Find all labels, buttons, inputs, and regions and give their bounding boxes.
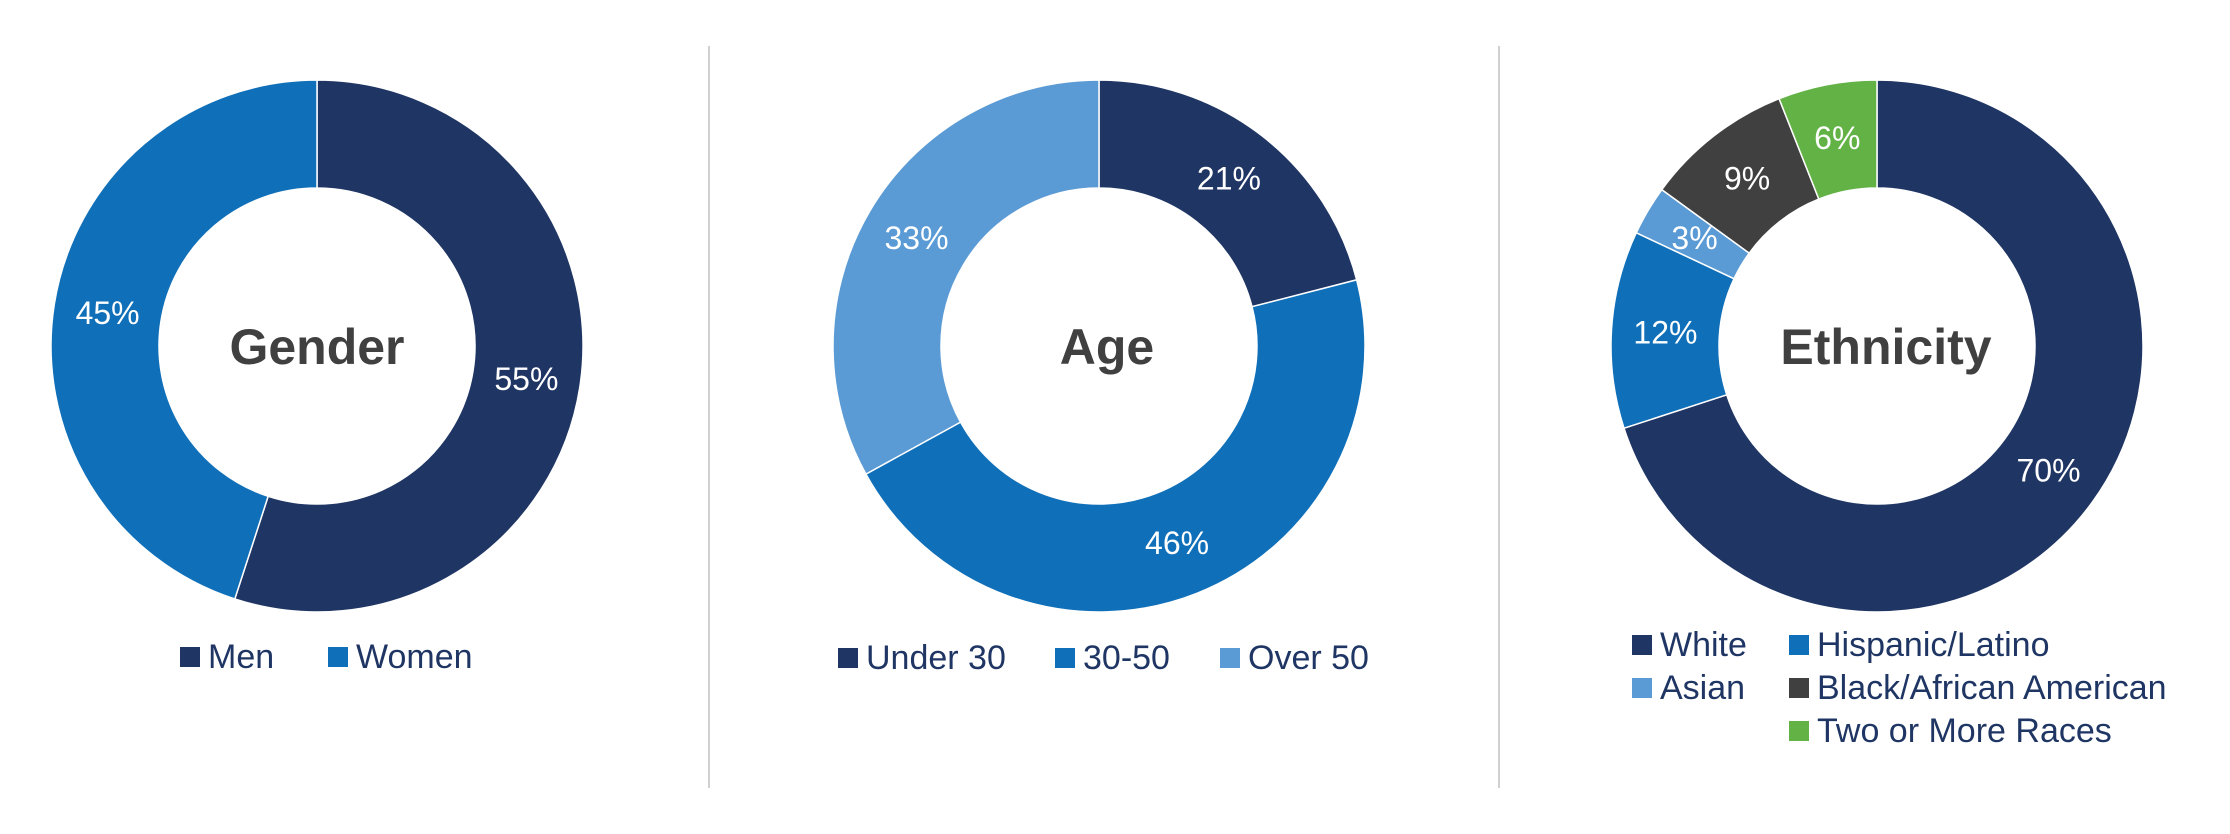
divider-right bbox=[1498, 46, 1500, 788]
chart-title: Ethnicity bbox=[1780, 319, 1991, 375]
legend-swatch-30-50 bbox=[1055, 648, 1075, 668]
divider-left bbox=[708, 46, 710, 788]
data-label-men: 55% bbox=[494, 361, 558, 397]
slice-under-30 bbox=[1098, 79, 1358, 308]
age-donut-chart: 21% 46% 33% Age Under 30 30-50 Over 50 bbox=[832, 79, 1369, 677]
legend-swatch-over-50 bbox=[1220, 648, 1240, 668]
data-label-under-30: 21% bbox=[1197, 160, 1261, 196]
legend-swatch-black-african-american bbox=[1789, 678, 1809, 698]
chart-title: Age bbox=[1060, 319, 1154, 375]
legend-swatch-hispanic-latino bbox=[1789, 635, 1809, 655]
data-label-asian: 3% bbox=[1671, 220, 1717, 256]
legend-label-men: Men bbox=[208, 638, 274, 676]
data-label-two-or-more-races: 6% bbox=[1814, 120, 1860, 156]
legend: Under 30 30-50 Over 50 bbox=[838, 639, 1369, 677]
legend-label-over-50: Over 50 bbox=[1248, 639, 1369, 677]
ethnicity-donut-chart: 70% 12% 3%9% 6% Ethnicity White Hispanic/Latin… bbox=[1610, 79, 2167, 750]
slice-white bbox=[1623, 79, 2144, 613]
legend: Men Women bbox=[180, 638, 473, 676]
legend-label-hispanic-latino: Hispanic/Latino bbox=[1817, 626, 2049, 664]
legend-label-black-african-american: Black/African American bbox=[1817, 669, 2167, 707]
slice-30-50 bbox=[864, 278, 1366, 613]
slice-women bbox=[50, 79, 318, 600]
legend-label-women: Women bbox=[356, 638, 473, 676]
legend-label-asian: Asian bbox=[1660, 669, 1745, 707]
slice-over-50 bbox=[832, 79, 1100, 476]
legend-swatch-asian bbox=[1632, 678, 1652, 698]
data-label-hispanic-latino: 12% bbox=[1633, 315, 1697, 351]
slice-two-or-more-races bbox=[1778, 79, 1878, 201]
slice-men bbox=[233, 79, 584, 613]
legend-label-two-or-more-races: Two or More Races bbox=[1817, 712, 2112, 750]
legend-label-30-50: 30-50 bbox=[1083, 639, 1170, 677]
legend-swatch-men bbox=[180, 647, 200, 667]
data-label-over-50: 33% bbox=[884, 220, 948, 256]
legend-swatch-white bbox=[1632, 635, 1652, 655]
legend-swatch-under-30 bbox=[838, 648, 858, 668]
legend-swatch-two-or-more-races bbox=[1789, 721, 1809, 741]
legend-label-white: White bbox=[1660, 626, 1747, 664]
gender-donut-chart: 55% 45% Gender Men Women bbox=[50, 79, 584, 676]
data-label-black-african-american: 9% bbox=[1724, 160, 1770, 196]
data-label-white: 70% bbox=[2016, 453, 2080, 489]
data-label-30-50: 46% bbox=[1145, 525, 1209, 561]
legend-label-under-30: Under 30 bbox=[866, 639, 1006, 677]
chart-title: Gender bbox=[229, 319, 404, 375]
data-label-women: 45% bbox=[76, 295, 140, 331]
legend-swatch-women bbox=[328, 647, 348, 667]
legend: White Hispanic/Latino Asian Black/African A… bbox=[1632, 626, 2167, 750]
